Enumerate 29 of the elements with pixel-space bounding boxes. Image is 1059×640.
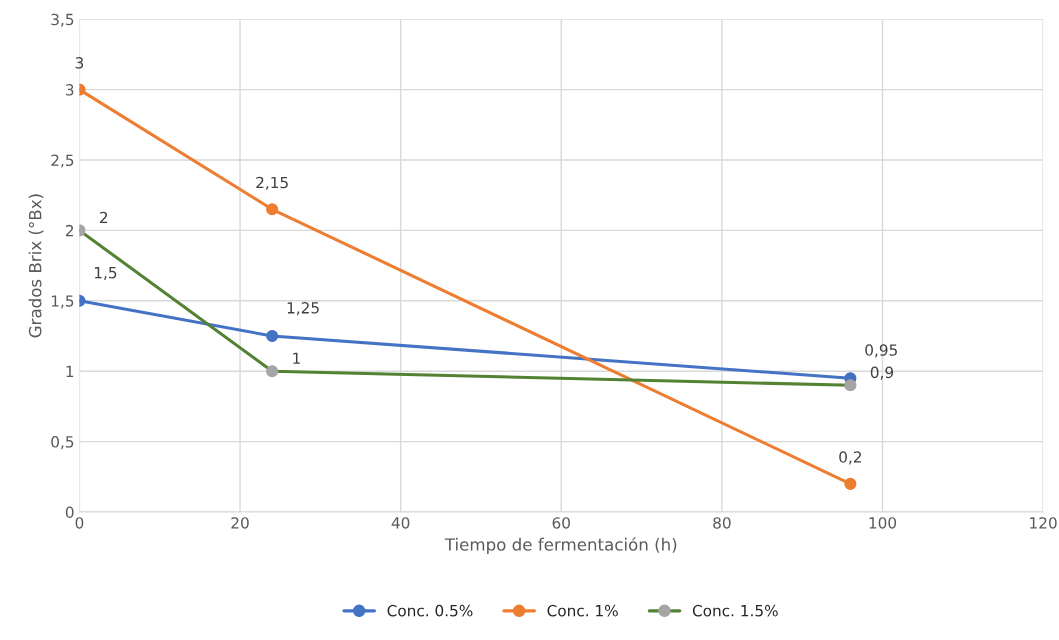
data-label: 0,9	[870, 366, 894, 380]
data-label: 3	[75, 57, 84, 69]
x-tick-label: 80	[713, 517, 731, 529]
y-tick-label: 0,5	[51, 436, 74, 450]
data-label: 1,25	[287, 302, 319, 316]
x-tick-label: 20	[231, 517, 249, 529]
x-tick-label: 100	[869, 517, 897, 529]
y-tick-label: 1	[66, 365, 74, 377]
y-tick-label: 0	[65, 506, 74, 519]
x-tick-label: 60	[552, 517, 570, 529]
x-tick-label: 40	[391, 517, 410, 529]
x-axis-title: Tiempo de fermentación (h)	[444, 537, 677, 554]
y-tick-label: 1,5	[51, 295, 74, 309]
x-tick-label: 120	[1030, 517, 1057, 529]
data-label: 1,5	[94, 267, 117, 280]
legend-label: Conc. 1%	[547, 604, 618, 617]
data-label: 0,95	[865, 344, 897, 358]
data-label: 0,2	[839, 451, 861, 465]
data-label: 2	[99, 211, 108, 224]
y-tick-label: 2,5	[51, 154, 74, 168]
y-tick-label: 2	[65, 224, 74, 237]
y-tick-label: 3,5	[51, 13, 74, 27]
y-tick-label: 3	[66, 84, 74, 96]
y-axis-title: Grados Brix (°Bx)	[28, 194, 44, 338]
x-tick-label: 0	[75, 517, 84, 529]
legend-label: Conc. 1.5%	[692, 604, 778, 617]
legend-label: Conc. 0.5%	[387, 604, 473, 617]
data-label: 2,15	[256, 176, 288, 190]
data-label: 1	[293, 352, 300, 364]
